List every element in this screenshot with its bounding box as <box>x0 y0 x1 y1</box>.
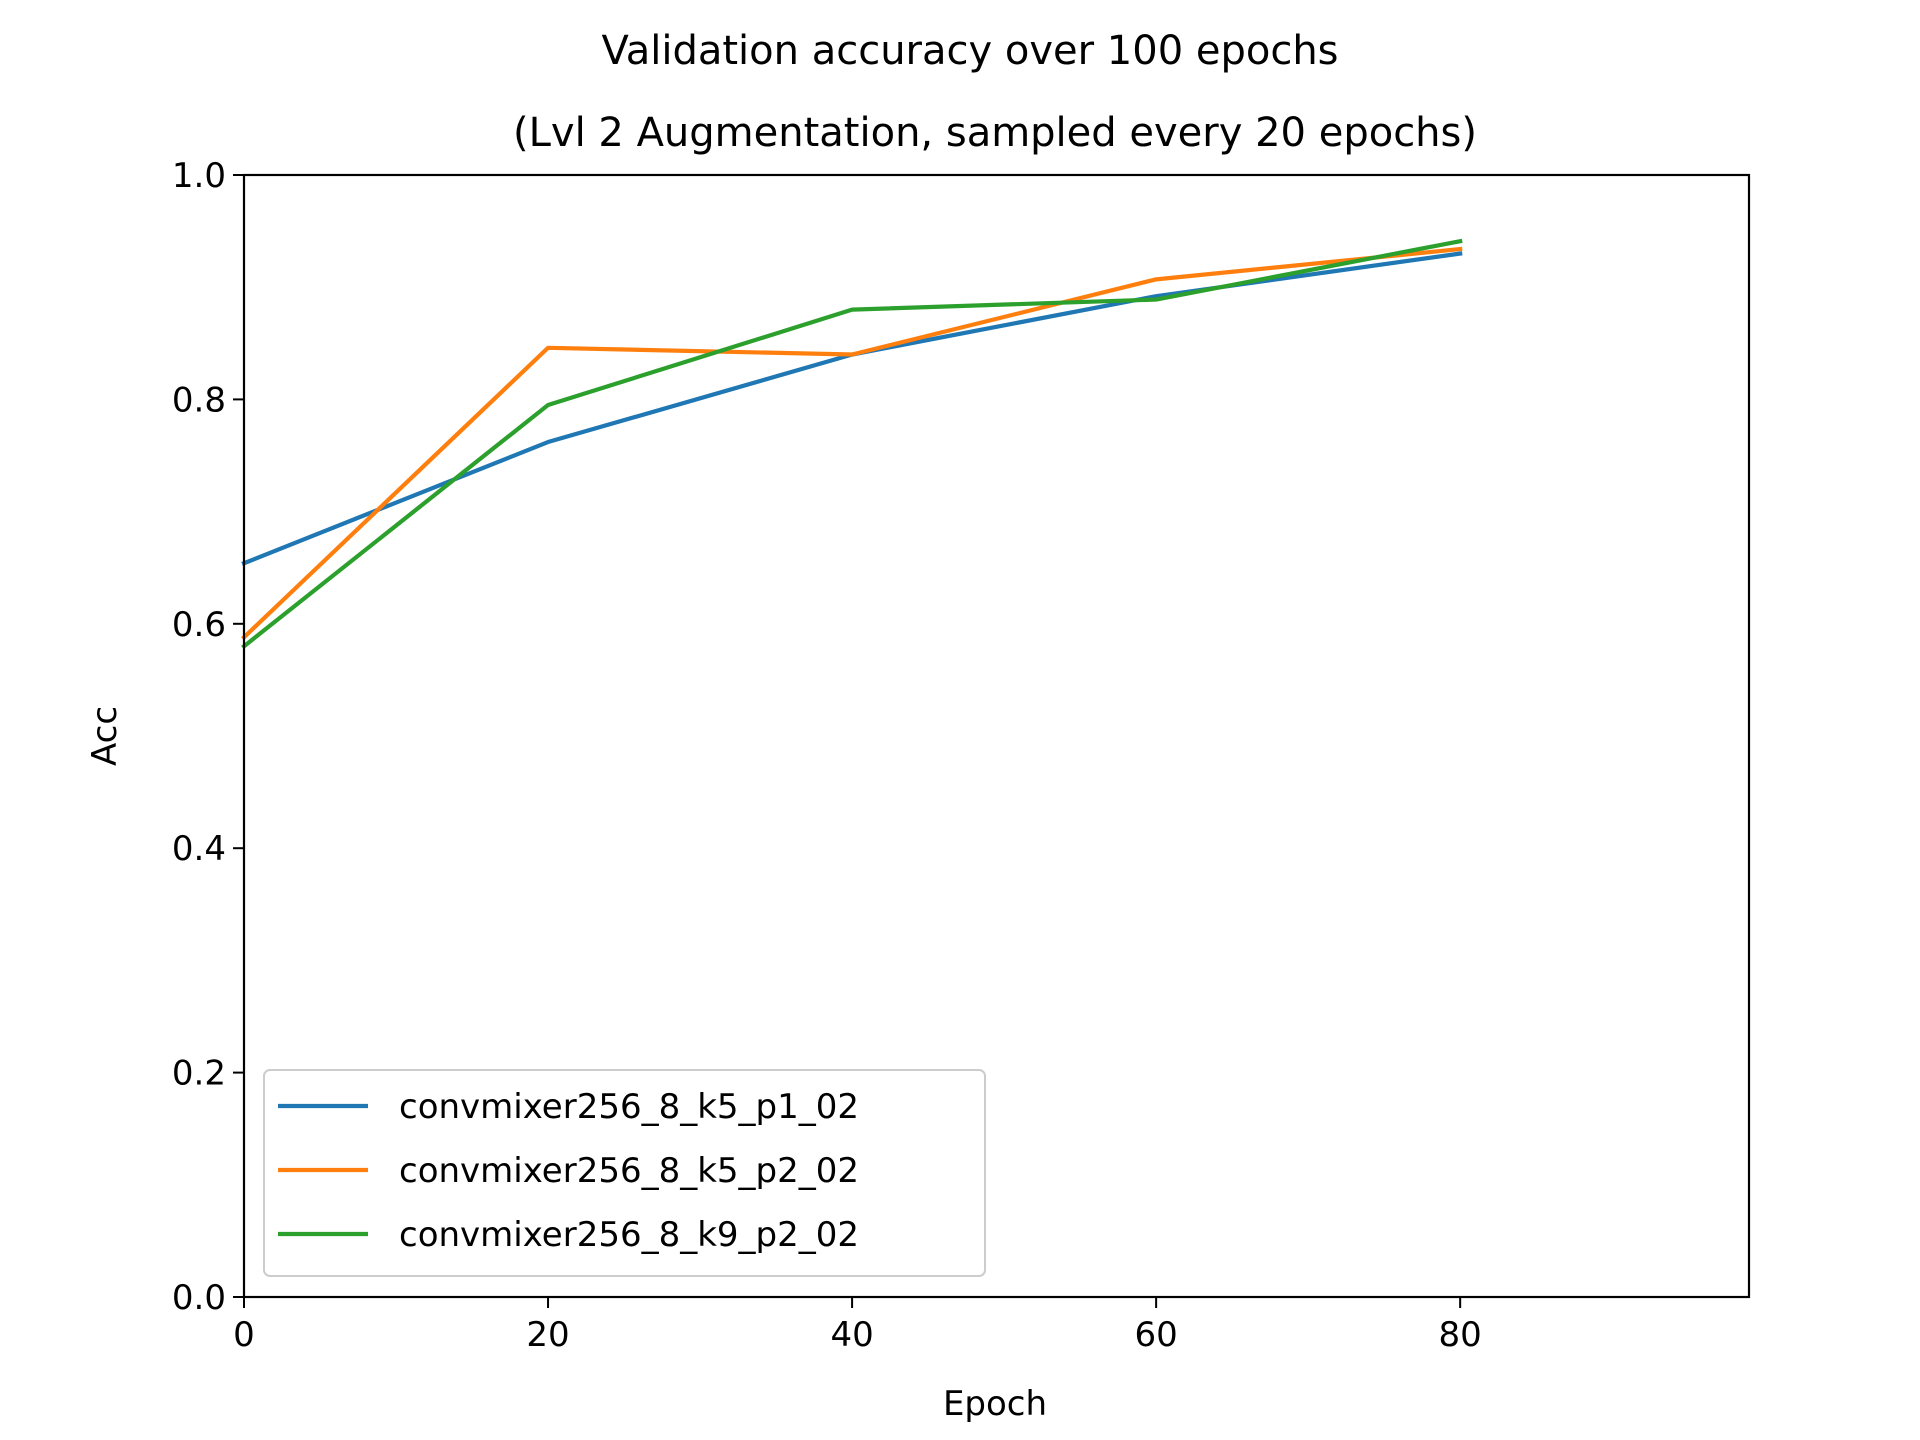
series-line-3 <box>241 238 1463 650</box>
legend-frame <box>263 1069 986 1277</box>
y-axis-label: Acc <box>85 706 125 766</box>
legend-label: convmixer256_8_k5_p2_02 <box>399 1151 859 1191</box>
x-tick-label: 80 <box>1439 1315 1482 1355</box>
y-tick-label: 0.0 <box>172 1278 226 1318</box>
x-tick-label: 0 <box>233 1315 255 1355</box>
plot-area: 0 20 40 60 80 0.0 0.2 0.4 0.6 0.8 1.0 <box>172 156 1751 1355</box>
series-line-2 <box>241 246 1463 641</box>
legend-entries: convmixer256_8_k5_p1_02 convmixer256_8_k5… <box>278 1087 859 1255</box>
x-axis-label: Epoch <box>943 1384 1047 1424</box>
y-axis-ticks: 0.0 0.2 0.4 0.6 0.8 1.0 <box>172 156 244 1318</box>
axes-frame <box>242 173 1751 1299</box>
x-tick-label: 60 <box>1134 1315 1177 1355</box>
chart-subtitle: (Lvl 2 Augmentation, sampled every 20 ep… <box>513 110 1477 156</box>
legend: convmixer256_8_k5_p1_02 convmixer256_8_k5… <box>263 1069 986 1277</box>
y-tick-label: 0.2 <box>172 1054 226 1094</box>
y-tick-label: 0.6 <box>172 605 226 645</box>
x-tick-label: 40 <box>830 1315 873 1355</box>
legend-label: convmixer256_8_k5_p1_02 <box>399 1087 859 1127</box>
y-tick-label: 1.0 <box>172 156 226 196</box>
y-tick-label: 0.4 <box>172 829 226 869</box>
chart-title: Validation accuracy over 100 epochs <box>601 28 1338 74</box>
y-tick-label: 0.8 <box>172 380 226 420</box>
legend-label: convmixer256_8_k9_p2_02 <box>399 1215 859 1255</box>
x-tick-label: 20 <box>526 1315 569 1355</box>
x-axis-ticks: 0 20 40 60 80 <box>233 1297 1482 1355</box>
series-layer <box>241 238 1463 650</box>
